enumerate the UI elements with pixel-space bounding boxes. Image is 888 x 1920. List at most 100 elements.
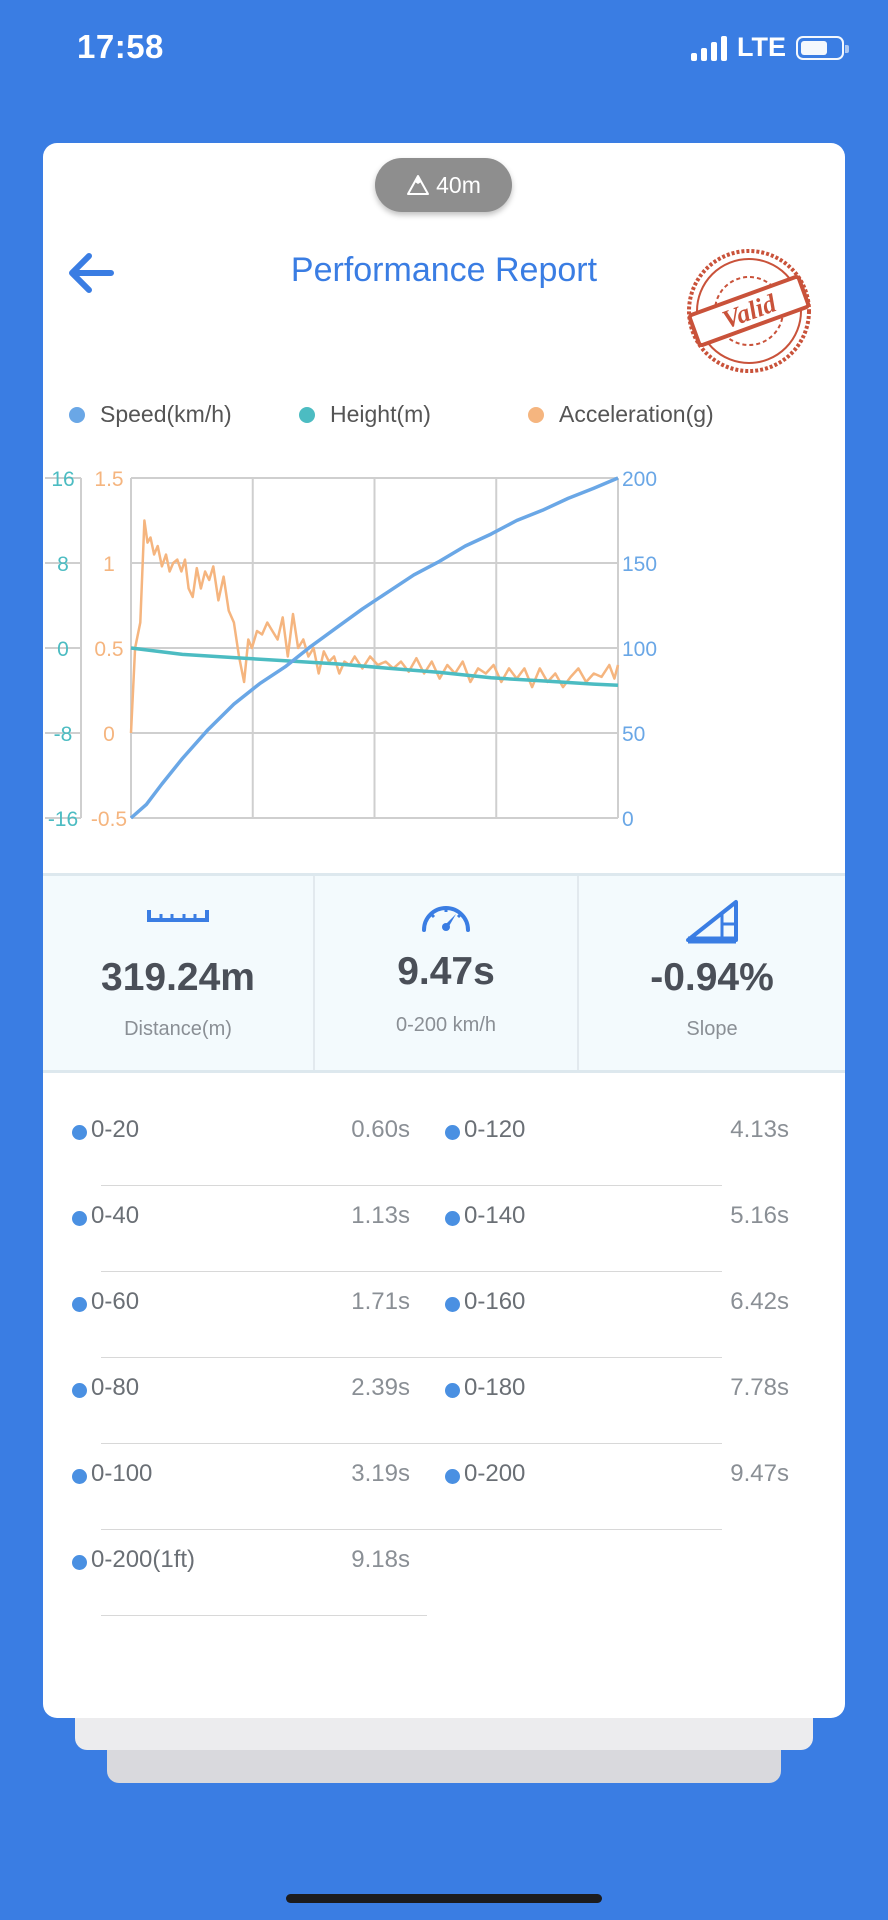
accel-tick-label: 0 [103, 723, 115, 746]
accel-tick-label: 1 [103, 553, 115, 576]
card-stack-shadow-back [107, 1745, 781, 1783]
split-divider [101, 1529, 427, 1530]
slope-label: Slope [686, 1018, 738, 1040]
split-divider [400, 1185, 722, 1186]
altitude-value: 40m [436, 171, 481, 198]
split-dot [72, 1125, 87, 1140]
signal-icon [691, 35, 727, 61]
split-dot [445, 1469, 460, 1484]
stat-time: 9.47s 0-200 km/h [315, 876, 577, 1070]
speed-tick-label: 150 [622, 553, 657, 576]
back-arrow-icon [69, 253, 114, 293]
split-label: 0-200 [464, 1460, 526, 1487]
network-type: LTE [737, 32, 786, 62]
split-dot [445, 1125, 460, 1140]
split-label: 0-160 [464, 1288, 526, 1315]
split-time: 9.47s [730, 1460, 789, 1487]
split-divider [400, 1271, 722, 1272]
split-dot [72, 1555, 87, 1570]
speedometer-icon [315, 896, 577, 940]
split-time: 0.60s [351, 1116, 410, 1143]
time-value: 9.47s [397, 950, 495, 993]
status-bar: 17:58 LTE [0, 0, 888, 100]
split-divider [101, 1357, 427, 1358]
split-divider [101, 1185, 427, 1186]
slope-value: -0.94% [650, 956, 774, 999]
speed-tick-label: 200 [622, 468, 657, 491]
stats-panel: 319.24m Distance(m) 9.47s 0-200 km/h [43, 873, 845, 1073]
split-time: 3.19s [351, 1460, 410, 1487]
split-label: 0-120 [464, 1116, 526, 1143]
split-divider [101, 1271, 427, 1272]
distance-label: Distance(m) [124, 1018, 232, 1040]
report-card: 40m Performance Report Valid Speed(km/h)… [43, 143, 845, 1718]
accel-tick-label: 1.5 [94, 468, 123, 491]
split-row: 0-80 2.39s [72, 1361, 427, 1447]
height-tick-label: 0 [57, 638, 69, 661]
split-label: 0-20 [91, 1116, 140, 1143]
speed-tick-label: 0 [622, 808, 634, 831]
accel-tick-label: 0.5 [94, 638, 123, 661]
height-tick-label: 8 [57, 553, 69, 576]
split-time: 2.39s [351, 1374, 410, 1401]
back-button[interactable] [61, 243, 121, 303]
height-tick-label: 16 [51, 468, 74, 491]
split-time: 6.42s [730, 1288, 789, 1315]
legend-dot [528, 406, 544, 423]
altitude-badge: 40m [375, 158, 512, 212]
stat-slope: -0.94% Slope [579, 876, 845, 1070]
status-time: 17:58 [77, 28, 164, 65]
split-time: 4.13s [730, 1116, 789, 1143]
legend-label: Speed(km/h) [100, 401, 232, 427]
legend-dot [69, 406, 85, 423]
split-time: 1.71s [351, 1288, 410, 1315]
speed-tick-label: 50 [622, 723, 645, 746]
split-row: 0-200(1ft) 9.18s [72, 1533, 427, 1619]
split-label: 0-60 [91, 1288, 140, 1315]
split-divider [101, 1443, 427, 1444]
page-title: Performance Report [290, 251, 598, 289]
split-dot [72, 1383, 87, 1398]
split-label: 0-180 [464, 1374, 526, 1401]
split-row: 0-120 4.13s [400, 1103, 789, 1189]
stat-divider [577, 876, 579, 1070]
split-row: 0-100 3.19s [72, 1447, 427, 1533]
split-dot [72, 1469, 87, 1484]
split-dot [72, 1211, 87, 1226]
legend-speed[interactable]: Speed(km/h) [69, 401, 232, 428]
speed-tick-label: 100 [622, 638, 657, 661]
series-line-speed [129, 476, 619, 820]
stat-divider [313, 876, 315, 1070]
height-tick-label: -8 [54, 723, 73, 746]
time-label: 0-200 km/h [395, 1014, 497, 1036]
split-label: 0-200(1ft) [91, 1546, 196, 1573]
battery-icon [796, 35, 849, 60]
stat-distance: 319.24m Distance(m) [43, 876, 313, 1070]
height-tick-label: -16 [48, 808, 78, 831]
split-row: 0-180 7.78s [400, 1361, 789, 1447]
distance-value: 319.24m [101, 956, 255, 999]
split-time: 9.18s [351, 1546, 410, 1573]
mountain-icon [407, 175, 430, 195]
home-indicator [286, 1894, 602, 1903]
split-time: 7.78s [730, 1374, 789, 1401]
split-row: 0-160 6.42s [400, 1275, 789, 1361]
split-dot [445, 1297, 460, 1312]
split-divider [400, 1529, 722, 1530]
valid-stamp: Valid [687, 249, 811, 373]
legend-acceleration[interactable]: Acceleration(g) [528, 401, 714, 428]
legend-dot [299, 406, 315, 423]
split-dot [445, 1211, 460, 1226]
split-dot [445, 1383, 460, 1398]
chart-legend: Speed(km/h) Height(m) Acceleration(g) [43, 401, 845, 441]
split-row: 0-200 9.47s [400, 1447, 789, 1533]
performance-chart: 16 8 0 -8 -16 1.5 1 0.5 0 -0.5 200 150 100 50 0 [45, 468, 657, 831]
legend-height[interactable]: Height(m) [299, 401, 431, 428]
split-time: 5.16s [730, 1202, 789, 1229]
split-divider [101, 1615, 427, 1616]
split-divider [400, 1357, 722, 1358]
legend-label: Height(m) [330, 401, 431, 427]
accel-tick-label: -0.5 [91, 808, 127, 831]
status-indicators: LTE [691, 32, 849, 63]
split-time: 1.13s [351, 1202, 410, 1229]
